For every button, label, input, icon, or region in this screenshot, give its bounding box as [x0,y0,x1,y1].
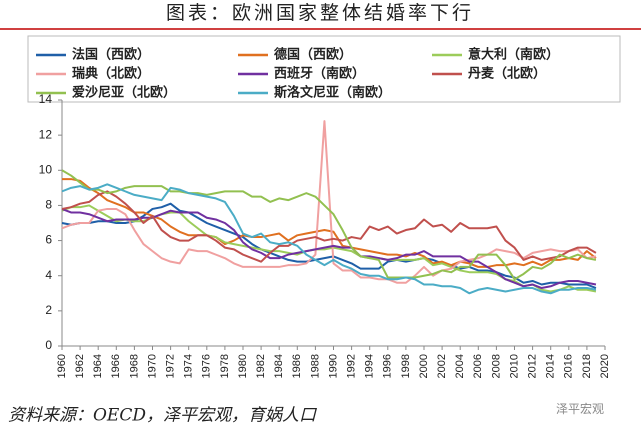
y-tick-label: 4 [45,268,52,282]
chart-title: 图表：欧洲国家整体结婚率下行 [166,2,474,24]
y-tick-label: 6 [45,233,52,247]
x-tick-label: 1972 [165,354,177,378]
x-tick-label: 1994 [364,354,376,378]
y-tick-label: 10 [39,162,53,176]
legend-label: 丹麦（北欧） [468,65,546,80]
x-tick-label: 1966 [110,354,122,378]
x-tick-label: 1998 [400,354,412,378]
legend-label: 法国（西欧） [72,46,150,61]
x-tick-label: 1992 [346,354,358,378]
series-line [61,202,597,289]
y-tick-label: 14 [39,92,53,106]
x-tick-label: 2004 [454,354,466,378]
source-note: 资料来源：OECD，泽平宏观，育娲人口 [8,406,318,426]
x-tick-label: 1986 [291,354,303,378]
x-tick-label: 1968 [128,354,140,378]
x-tick-label: 1980 [237,354,249,378]
x-tick-label: 1990 [327,354,339,378]
x-tick-label: 2010 [508,354,520,378]
y-tick-label: 8 [45,198,52,212]
x-tick-label: 1964 [92,354,104,378]
x-tick-label: 2000 [418,354,430,378]
x-tick-label: 1962 [74,354,86,378]
series-line [61,190,597,263]
x-tick-label: 2002 [436,354,448,378]
x-tick-label: 1996 [382,354,394,378]
x-tick-label: 1974 [183,354,195,378]
x-tick-label: 1988 [309,354,321,378]
x-tick-label: 1978 [219,354,231,378]
watermark: 泽平宏观 [556,401,604,416]
legend-label: 西班牙（南欧） [274,65,365,80]
x-tick-label: 1960 [56,354,68,378]
x-tick-label: 1982 [255,354,267,378]
legend-label: 德国（西欧） [274,46,352,61]
x-tick-label: 2018 [581,354,593,378]
legend-label: 意大利（南欧） [468,46,559,61]
x-tick-label: 2016 [563,354,575,378]
legend-label: 瑞典（北欧） [72,65,150,80]
series-line [62,178,597,268]
x-tick-label: 2014 [545,354,557,378]
legend-box [27,35,621,103]
x-tick-label: 2020 [599,354,611,378]
x-tick-label: 2012 [527,354,539,378]
series-line [61,169,597,281]
series-line [61,120,597,284]
y-tick-label: 0 [45,338,52,352]
x-tick-label: 2006 [472,354,484,378]
y-tick-label: 2 [45,303,52,317]
legend-label: 斯洛文尼亚（南欧） [274,84,391,99]
x-tick-label: 1976 [201,354,213,378]
legend-label: 爱沙尼亚（北欧） [72,84,176,99]
x-tick-label: 1984 [273,354,285,378]
x-tick-label: 2008 [490,354,502,378]
series-line [61,183,597,295]
x-tick-label: 1970 [146,354,158,378]
y-tick-label: 12 [39,127,53,141]
